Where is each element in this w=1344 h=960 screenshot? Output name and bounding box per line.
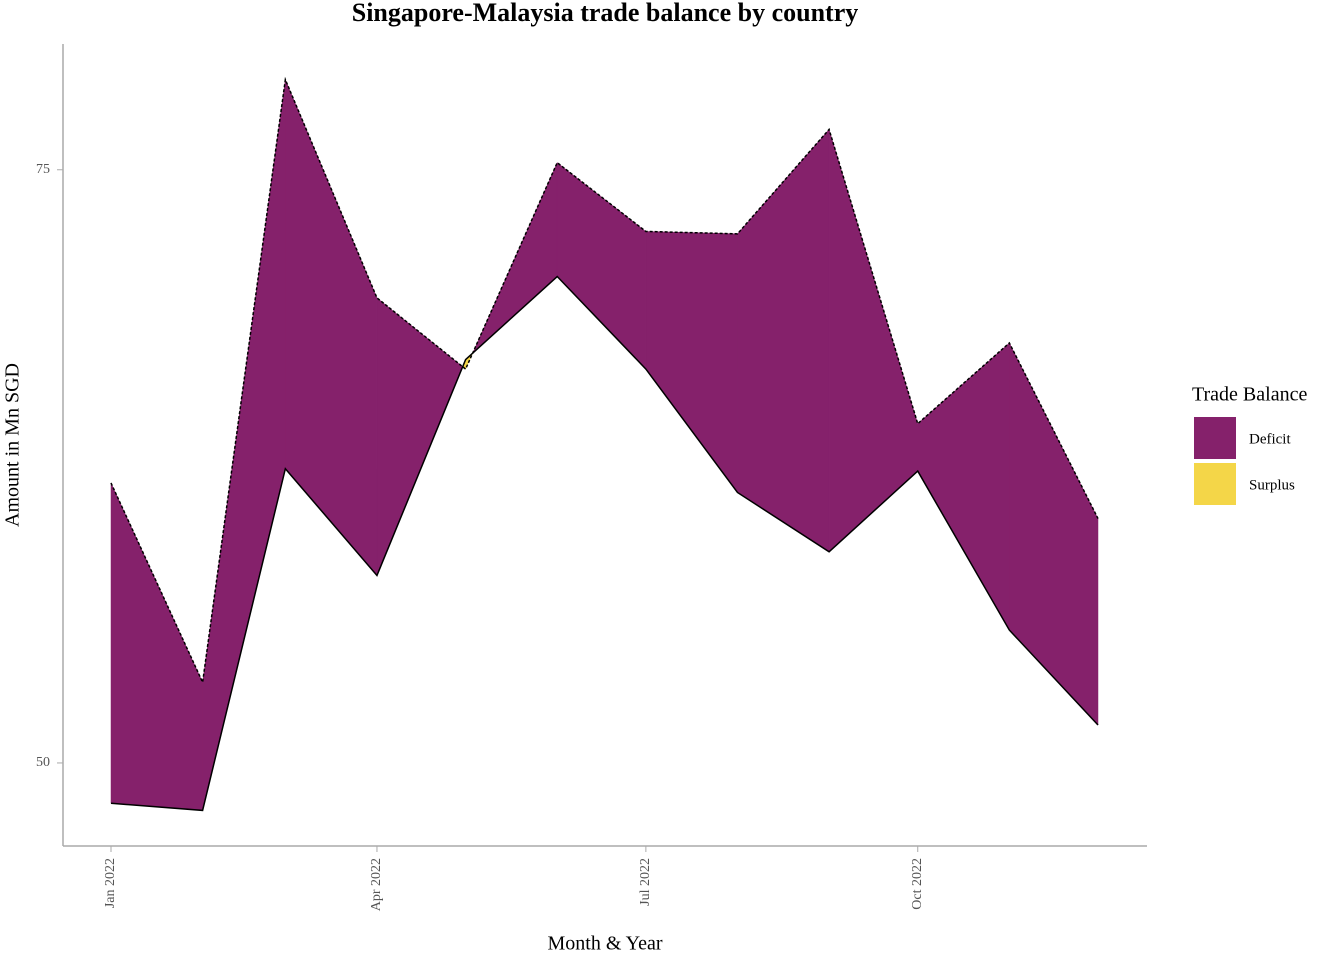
- y-tick-label: 75: [36, 162, 50, 177]
- ribbon-area: [917, 342, 1010, 632]
- legend-title: Trade Balance: [1192, 384, 1307, 406]
- ribbon-area: [737, 128, 830, 553]
- legend-label: Deficit: [1249, 431, 1291, 447]
- x-tick-label: Apr 2022: [369, 858, 384, 911]
- ribbon-area: [202, 79, 286, 811]
- ribbon-area: [376, 297, 463, 576]
- x-axis-label: Month & Year: [547, 933, 662, 955]
- series-line: [110, 76, 1099, 685]
- ribbon-area: [1009, 342, 1099, 726]
- ribbon-area: [110, 482, 203, 811]
- y-tick-label: 50: [36, 755, 50, 770]
- legend-swatch: [1194, 463, 1236, 505]
- ribbon-area: [285, 79, 378, 577]
- legend-swatch: [1194, 417, 1236, 459]
- x-tick-label: Jan 2022: [103, 858, 118, 908]
- legend-label: Surplus: [1249, 477, 1295, 493]
- ribbon-area: [556, 162, 647, 370]
- x-tick-label: Oct 2022: [910, 858, 925, 910]
- y-axis-label: Amount in Mn SGD: [2, 363, 24, 527]
- series-line: [110, 275, 1099, 812]
- chart-title: Singapore-Malaysia trade balance by coun…: [352, 0, 859, 27]
- x-tick-label: Jul 2022: [638, 858, 653, 906]
- ribbon-area: [828, 129, 918, 553]
- ribbon-area: [645, 231, 738, 494]
